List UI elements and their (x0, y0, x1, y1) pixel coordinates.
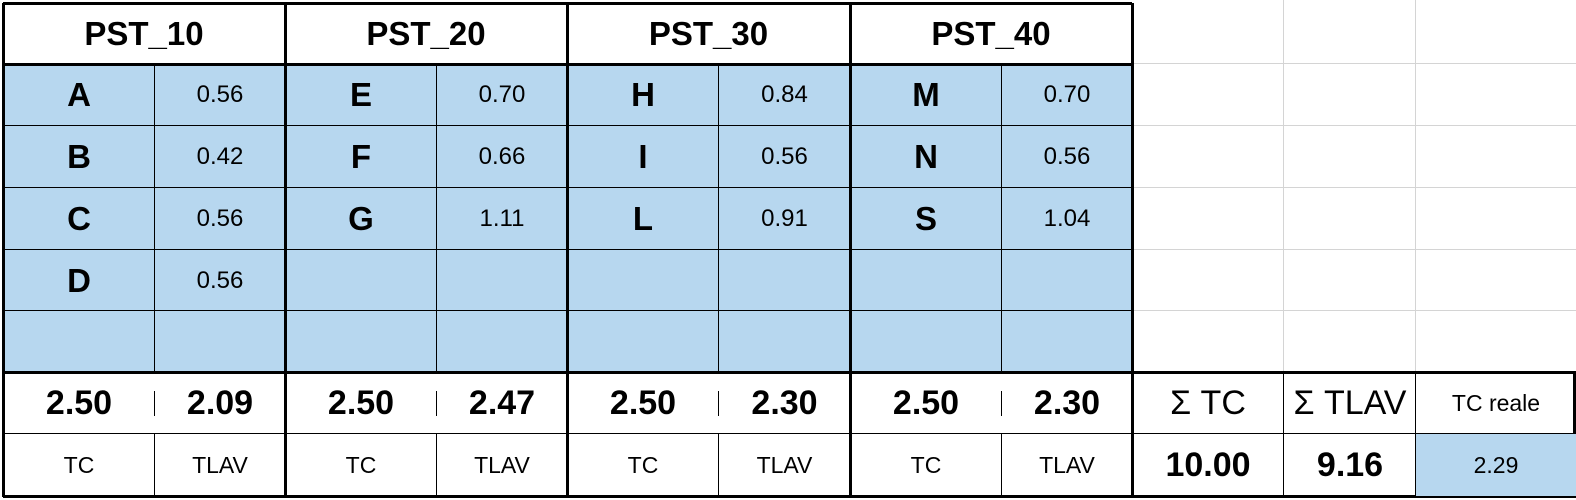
item-value[interactable] (437, 311, 567, 372)
sum-tlav-label: Σ TLAV (1293, 383, 1407, 422)
grid-line (3, 495, 1576, 499)
grid-line (1132, 187, 1576, 189)
item-value[interactable] (1002, 250, 1132, 311)
grid-line (284, 3, 288, 497)
grid-line (1415, 0, 1417, 372)
tlav-total[interactable]: 2.30 (751, 383, 818, 422)
item-code[interactable] (567, 250, 719, 311)
grid-line (1132, 63, 1576, 65)
item-code[interactable]: B (3, 126, 155, 188)
tlav-label: TLAV (192, 451, 248, 478)
grid-line (1283, 372, 1285, 496)
item-value[interactable] (1002, 311, 1132, 372)
item-code[interactable] (567, 311, 719, 372)
item-value[interactable]: 0.70 (1002, 64, 1132, 126)
grid-line (154, 391, 156, 416)
grid-line (1283, 0, 1285, 372)
item-value[interactable]: 0.91 (719, 188, 850, 250)
item-code[interactable]: N (850, 126, 1002, 188)
sum-tlav-value[interactable]: 9.16 (1316, 445, 1384, 484)
tc-label: TC (345, 451, 377, 478)
item-code[interactable] (285, 311, 437, 372)
item-value[interactable]: 0.56 (155, 64, 285, 126)
tc-total[interactable]: 2.50 (892, 383, 960, 422)
item-code[interactable]: D (3, 250, 155, 311)
tc-total[interactable]: 2.50 (327, 383, 395, 422)
item-value[interactable]: 1.11 (437, 188, 567, 250)
item-value[interactable]: 0.56 (155, 188, 285, 250)
item-code[interactable] (850, 311, 1002, 372)
tlav-total[interactable]: 2.30 (1033, 383, 1101, 422)
grid-line (1132, 125, 1576, 127)
grid-line (718, 64, 720, 372)
grid-line (718, 391, 720, 416)
item-value[interactable]: 0.56 (719, 126, 850, 188)
tc-total[interactable]: 2.50 (45, 383, 113, 422)
item-value[interactable] (719, 250, 850, 311)
tc-label: TC (63, 451, 95, 478)
grid-line (849, 3, 853, 497)
tc-total[interactable]: 2.50 (609, 383, 677, 422)
grid-line (1001, 391, 1003, 416)
item-value[interactable]: 0.84 (719, 64, 850, 126)
item-code[interactable]: L (567, 188, 719, 250)
grid-line (3, 433, 1576, 435)
grid-line (1415, 372, 1417, 496)
grid-line (718, 434, 720, 496)
item-value[interactable]: 0.56 (155, 250, 285, 311)
item-value[interactable]: 1.04 (1002, 188, 1132, 250)
item-value[interactable]: 0.56 (1002, 126, 1132, 188)
tc-reale-label: TC reale (1451, 389, 1541, 416)
item-value[interactable]: 0.70 (437, 64, 567, 126)
item-value[interactable]: 0.42 (155, 126, 285, 188)
grid-line (3, 371, 1576, 375)
grid-line (2, 3, 6, 497)
item-code[interactable] (285, 250, 437, 311)
tc-label: TC (910, 451, 942, 478)
item-code[interactable]: M (850, 64, 1002, 126)
grid-line (1132, 249, 1576, 251)
item-value[interactable] (719, 311, 850, 372)
tlav-label: TLAV (1039, 451, 1095, 478)
tlav-total[interactable]: 2.09 (186, 383, 254, 422)
item-value[interactable] (437, 250, 567, 311)
grid-line (1132, 310, 1576, 312)
grid-line (154, 434, 156, 496)
item-code[interactable]: E (285, 64, 437, 126)
tlav-label: TLAV (474, 451, 530, 478)
sum-tc-label: Σ TC (1170, 383, 1246, 422)
item-value[interactable]: 0.66 (437, 126, 567, 188)
item-code[interactable] (850, 250, 1002, 311)
sum-tc-value[interactable]: 10.00 (1165, 445, 1251, 484)
grid-line (154, 64, 156, 372)
item-code[interactable]: I (567, 126, 719, 188)
grid-line (436, 64, 438, 372)
group-header: PST_30 (648, 14, 769, 52)
item-code[interactable]: F (285, 126, 437, 188)
item-code[interactable] (3, 311, 155, 372)
item-code[interactable]: A (3, 64, 155, 126)
item-value[interactable] (155, 311, 285, 372)
tlav-total[interactable]: 2.47 (468, 383, 536, 422)
grid-line (1131, 3, 1135, 497)
grid-line (1001, 434, 1003, 496)
grid-line (566, 3, 570, 497)
group-header: PST_10 (84, 14, 204, 52)
item-code[interactable]: G (285, 188, 437, 250)
group-header: PST_20 (366, 14, 486, 52)
tc-reale-value[interactable]: 2.29 (1416, 434, 1576, 496)
tc-label: TC (627, 451, 659, 478)
item-code[interactable]: H (567, 64, 719, 126)
item-code[interactable]: S (850, 188, 1002, 250)
group-header: PST_40 (931, 14, 1051, 52)
item-code[interactable]: C (3, 188, 155, 250)
grid-line (436, 391, 438, 416)
grid-line (1001, 64, 1003, 372)
grid-line (436, 434, 438, 496)
tlav-label: TLAV (756, 451, 813, 478)
